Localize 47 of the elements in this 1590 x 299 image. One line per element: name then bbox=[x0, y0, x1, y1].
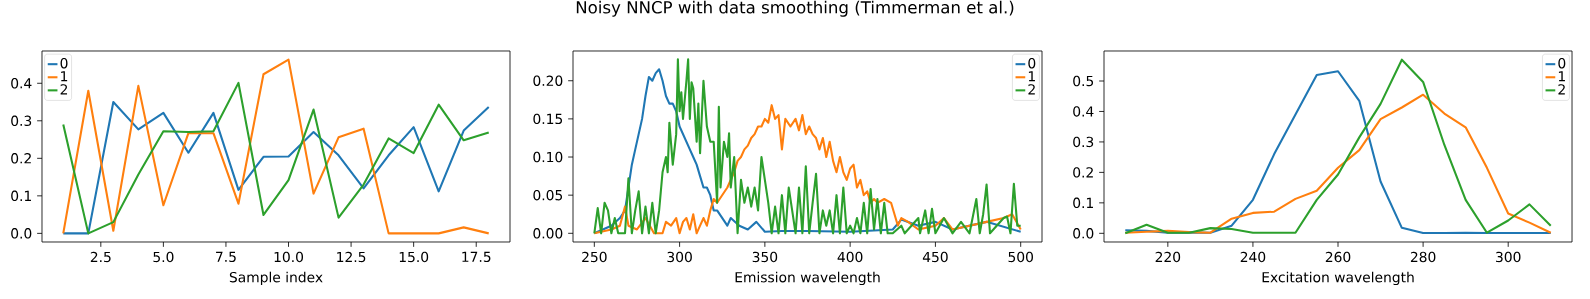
y-tick-label: 0.00 bbox=[533, 228, 563, 239]
y-tick-label: 0.5 bbox=[1073, 75, 1094, 87]
y-tick-label: 0.3 bbox=[11, 115, 32, 127]
legend-label: 2 bbox=[1028, 84, 1035, 95]
legend-label: 1 bbox=[1028, 71, 1035, 82]
x-tick-label: 17.5 bbox=[462, 251, 491, 263]
x-axis-title: Emission wavelength bbox=[735, 271, 880, 286]
x-tick-label: 260 bbox=[1325, 251, 1351, 263]
y-tick-label: 0.4 bbox=[11, 78, 32, 89]
y-tick-label: 0.0 bbox=[1073, 228, 1094, 239]
legend-label: 0 bbox=[60, 57, 68, 69]
x-tick-label: 5.0 bbox=[153, 251, 174, 263]
legend-label: 2 bbox=[60, 84, 68, 95]
y-tick-label: 0.10 bbox=[533, 151, 563, 163]
x-tick-label: 7.5 bbox=[216, 251, 236, 263]
y-tick-label: 0.2 bbox=[11, 153, 31, 164]
x-tick-label: 500 bbox=[1008, 251, 1033, 263]
x-tick-label: 2.5 bbox=[90, 251, 111, 263]
x-tick-label: 300 bbox=[1496, 251, 1521, 263]
legend-label: 1 bbox=[61, 71, 68, 82]
legend-label: 0 bbox=[1028, 57, 1036, 69]
y-tick-label: 0.1 bbox=[1073, 197, 1093, 209]
legend-label: 1 bbox=[1558, 71, 1565, 82]
x-tick-label: 10.0 bbox=[274, 251, 304, 263]
legend-label: 2 bbox=[1558, 84, 1565, 95]
y-tick-label: 0.3 bbox=[1073, 136, 1094, 148]
chart-title: Noisy NNCP with data smoothing (Timmerman et al.) bbox=[576, 0, 1014, 17]
x-tick-label: 400 bbox=[837, 251, 863, 263]
x-tick-label: 250 bbox=[582, 251, 607, 263]
y-tick-label: 0.2 bbox=[1073, 167, 1093, 178]
y-tick-label: 0.15 bbox=[533, 113, 563, 125]
y-tick-label: 0.0 bbox=[11, 228, 32, 239]
x-tick-label: 220 bbox=[1155, 251, 1181, 263]
x-tick-label: 240 bbox=[1240, 251, 1266, 263]
x-tick-label: 12.5 bbox=[337, 251, 366, 263]
x-tick-label: 280 bbox=[1410, 251, 1436, 263]
x-tick-label: 15.0 bbox=[399, 251, 429, 263]
x-axis-title: Sample index bbox=[229, 271, 323, 286]
y-tick-label: 0.1 bbox=[11, 190, 31, 202]
x-tick-label: 450 bbox=[922, 251, 948, 263]
y-tick-label: 0.05 bbox=[533, 189, 563, 201]
legend-label: 0 bbox=[1558, 58, 1566, 69]
y-tick-label: 0.4 bbox=[1073, 106, 1094, 117]
x-axis-title: Excitation wavelength bbox=[1262, 271, 1414, 286]
x-tick-label: 350 bbox=[752, 251, 778, 263]
y-tick-label: 0.20 bbox=[533, 75, 563, 86]
x-tick-label: 300 bbox=[667, 251, 692, 263]
